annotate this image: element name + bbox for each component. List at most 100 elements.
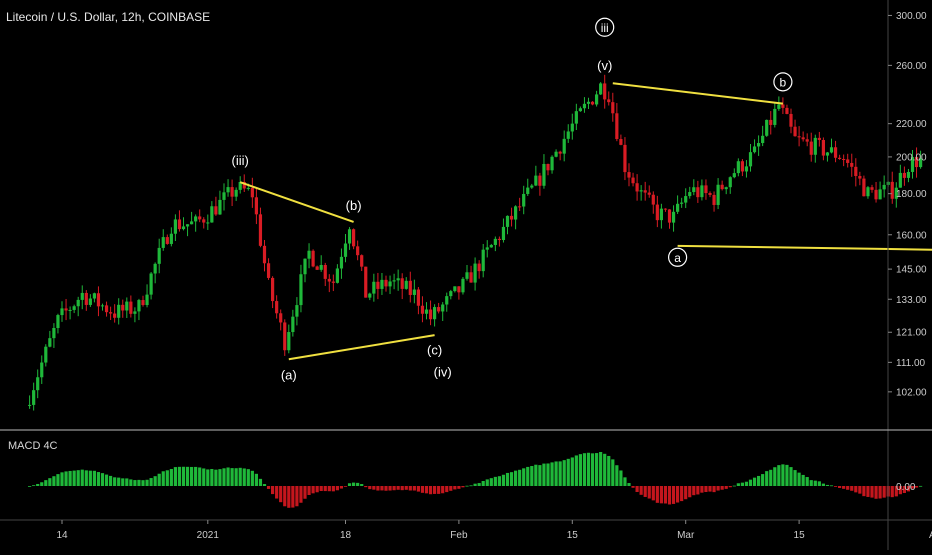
candle-body bbox=[113, 313, 117, 318]
macd-bar bbox=[323, 486, 327, 492]
macd-bar bbox=[262, 484, 267, 486]
macd-bar bbox=[773, 467, 777, 486]
macd-bar bbox=[509, 472, 514, 486]
macd-bar bbox=[611, 459, 615, 486]
macd-bar bbox=[530, 466, 534, 486]
candle-body bbox=[100, 305, 105, 307]
macd-bar bbox=[214, 469, 218, 486]
candle-body bbox=[728, 177, 732, 188]
candle-body bbox=[161, 237, 165, 248]
macd-bar bbox=[368, 486, 372, 490]
candle-body bbox=[562, 138, 566, 154]
candle-body bbox=[262, 245, 267, 264]
candle-body bbox=[364, 266, 368, 298]
macd-bar bbox=[457, 486, 461, 489]
candle-body bbox=[898, 172, 902, 188]
candle-body bbox=[777, 104, 781, 109]
macd-bar bbox=[437, 486, 441, 494]
macd-bar bbox=[890, 486, 894, 498]
candle-body bbox=[647, 192, 651, 195]
macd-bar bbox=[234, 468, 238, 486]
candle-body bbox=[222, 192, 226, 200]
macd-bar bbox=[185, 466, 190, 486]
candle-body bbox=[789, 113, 793, 127]
candle-body bbox=[720, 184, 724, 190]
candle-body bbox=[842, 158, 846, 160]
macd-bar bbox=[100, 473, 105, 486]
macd-bar bbox=[732, 485, 736, 487]
macd-bar bbox=[376, 486, 380, 491]
candle-body bbox=[202, 219, 206, 223]
candle-body bbox=[744, 166, 749, 172]
macd-bar bbox=[736, 483, 740, 486]
macd-bar bbox=[72, 470, 76, 486]
candle-body bbox=[88, 298, 92, 305]
wave-label: (a) bbox=[281, 368, 297, 383]
candle-body bbox=[303, 258, 307, 275]
candles-layer bbox=[28, 74, 923, 411]
macd-bar bbox=[198, 467, 202, 486]
wave-label: b bbox=[780, 75, 787, 89]
macd-bar bbox=[84, 470, 88, 486]
time-tick-label: Feb bbox=[450, 530, 468, 541]
candle-body bbox=[696, 187, 700, 198]
macd-bar bbox=[599, 452, 603, 486]
candle-body bbox=[56, 315, 60, 329]
candle-body bbox=[700, 185, 704, 198]
macd-bar bbox=[870, 486, 874, 498]
macd-bar bbox=[740, 482, 744, 486]
candle-body bbox=[323, 265, 327, 279]
candle-body bbox=[485, 247, 489, 250]
macd-bar bbox=[445, 486, 449, 493]
macd-bar bbox=[906, 486, 911, 492]
macd-bar bbox=[712, 486, 716, 493]
candle-body bbox=[242, 181, 246, 189]
candle-body bbox=[550, 156, 554, 171]
macd-bar bbox=[449, 486, 453, 491]
macd-bar bbox=[833, 486, 838, 487]
candle-body bbox=[408, 280, 412, 295]
candle-body bbox=[566, 131, 570, 139]
wave-label: (iv) bbox=[434, 364, 452, 379]
macd-bar bbox=[481, 481, 485, 486]
candle-body bbox=[765, 119, 769, 136]
macd-bar bbox=[258, 478, 263, 486]
macd-bar bbox=[919, 485, 923, 487]
macd-layer bbox=[28, 452, 923, 508]
macd-bar bbox=[603, 453, 607, 486]
candle-body bbox=[752, 146, 757, 153]
time-tick-label: Mar bbox=[677, 530, 695, 541]
macd-bar bbox=[453, 486, 457, 490]
candle-body bbox=[104, 305, 109, 313]
candle-body bbox=[347, 229, 352, 244]
macd-bar bbox=[469, 485, 473, 487]
candle-body bbox=[894, 187, 898, 199]
macd-bar bbox=[331, 486, 335, 492]
candle-body bbox=[554, 151, 558, 157]
candle-body bbox=[283, 322, 287, 351]
candle-body bbox=[862, 178, 866, 197]
macd-bar bbox=[752, 477, 757, 486]
price-tick-label: 160.00 bbox=[896, 230, 927, 241]
candle-body bbox=[356, 246, 360, 256]
macd-bar bbox=[874, 486, 878, 499]
macd-bar bbox=[663, 486, 668, 504]
candle-body bbox=[117, 304, 121, 318]
candle-body bbox=[416, 289, 420, 306]
macd-bar bbox=[343, 486, 348, 487]
macd-bar bbox=[254, 473, 258, 486]
candle-body bbox=[254, 197, 258, 215]
macd-bar bbox=[582, 453, 587, 486]
candle-body bbox=[704, 185, 708, 194]
candle-body bbox=[809, 141, 813, 155]
macd-bar bbox=[898, 486, 902, 495]
macd-bar bbox=[311, 486, 315, 494]
candle-body bbox=[639, 190, 643, 192]
candle-body bbox=[797, 136, 801, 138]
candle-body bbox=[335, 268, 339, 283]
candle-body bbox=[404, 280, 408, 289]
candle-body bbox=[716, 184, 720, 205]
macd-bar bbox=[813, 480, 817, 486]
